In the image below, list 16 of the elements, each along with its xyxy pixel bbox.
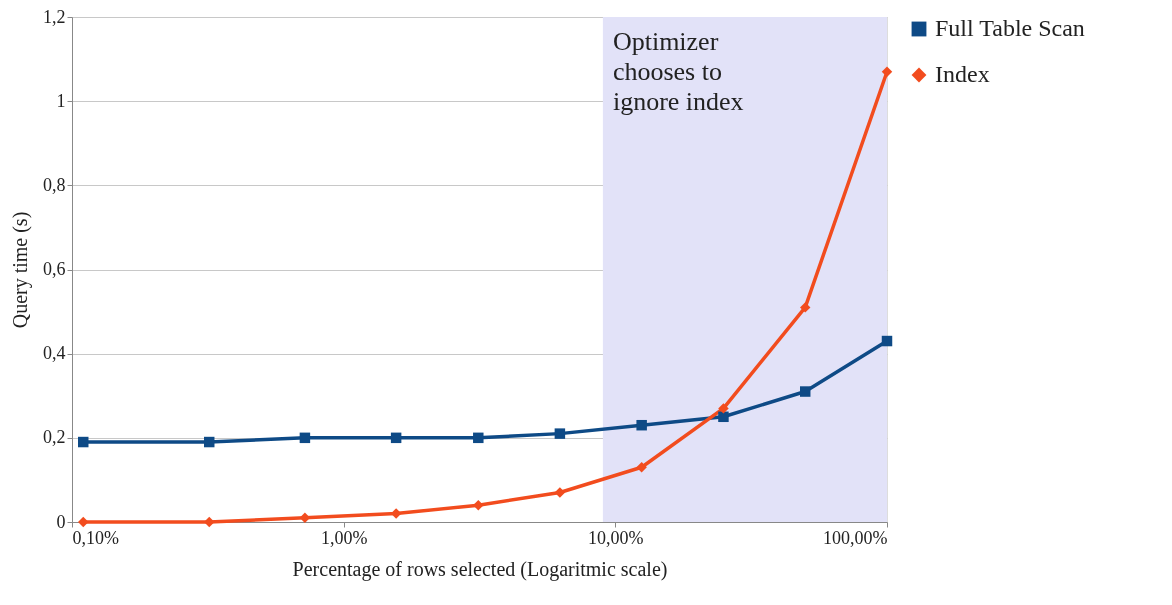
- x-axis-title: Percentage of rows selected (Logaritmic scale): [292, 557, 668, 581]
- x-tick-label: 100,00%: [823, 527, 888, 548]
- x-tick-label: 1,00%: [320, 527, 368, 548]
- legend-label: Index: [935, 61, 990, 87]
- x-tick-label: 10,00%: [588, 527, 644, 548]
- y-tick-label: 0: [56, 511, 66, 532]
- y-tick-label: 0,6: [43, 259, 66, 279]
- y-tick-label: 1,2: [43, 6, 66, 27]
- band-label: Optimizer chooses to ignore index: [612, 27, 744, 116]
- y-tick-label: 0,4: [43, 343, 66, 364]
- y-axis-title: Query time (s): [9, 211, 32, 329]
- y-tick-label: 1: [56, 90, 66, 111]
- y-tick-label: 0,8: [43, 174, 66, 195]
- x-tick-label: 0,10%: [72, 527, 119, 548]
- y-tick-label: 0,2: [43, 427, 66, 448]
- legend-label: Full Table Scan: [935, 15, 1085, 41]
